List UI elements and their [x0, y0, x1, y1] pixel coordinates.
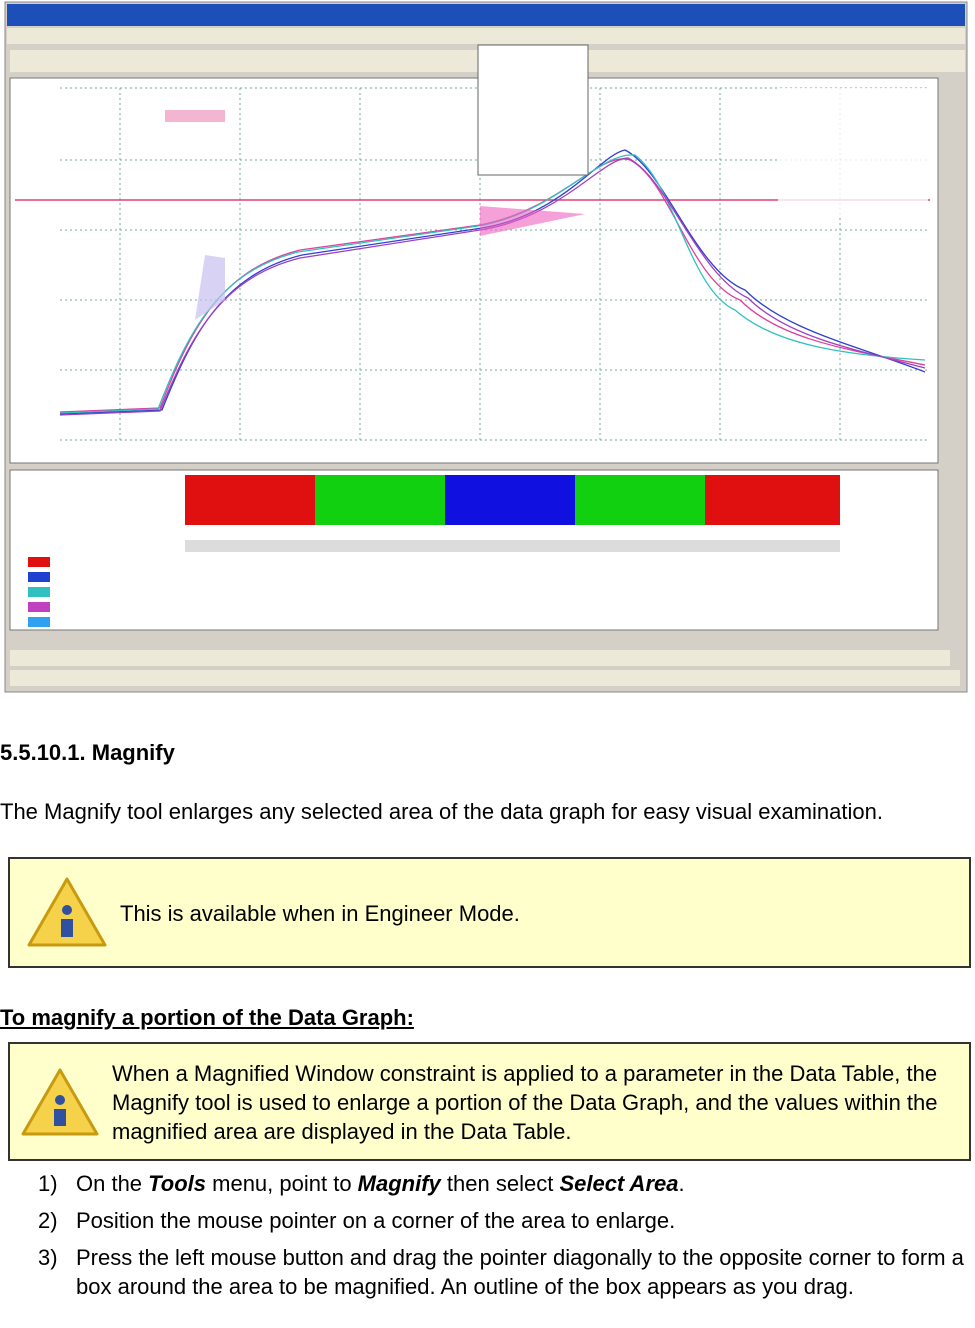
- note-text: When a Magnified Window constraint is ap…: [112, 1061, 938, 1144]
- step-number: 2): [38, 1208, 58, 1233]
- step-text-part: Position the mouse pointer on a corner o…: [76, 1208, 676, 1233]
- heading: 5.5.10.1. Magnify: [0, 740, 175, 765]
- note-box: When a Magnified Window constraint is ap…: [8, 1042, 971, 1161]
- intro: The Magnify tool enlarges any selected a…: [0, 799, 883, 824]
- ui-term: Select Area: [559, 1171, 679, 1196]
- note-text: This is available when in Engineer Mode.: [120, 901, 520, 926]
- step-text: Press the left mouse button and drag the…: [76, 1243, 975, 1301]
- ui-term: Tools: [148, 1171, 207, 1196]
- info-icon: [27, 877, 107, 947]
- step-text: Position the mouse pointer on a corner o…: [76, 1206, 975, 1235]
- step-text-part: then select: [440, 1171, 560, 1196]
- step-number: 3): [38, 1245, 58, 1270]
- step-text-part: menu, point to: [206, 1171, 358, 1196]
- subheading: To magnify a portion of the Data Graph:: [0, 1005, 414, 1030]
- note-box: This is available when in Engineer Mode.: [8, 857, 971, 968]
- ui-term: Magnify: [357, 1171, 441, 1196]
- step-text-part: Press the left mouse button and drag the…: [76, 1245, 964, 1299]
- screenshot: [4, 1, 968, 693]
- step-text-part: On the: [76, 1171, 149, 1196]
- step-number: 1): [38, 1171, 58, 1196]
- step-text: On the Tools menu, point to Magnify then…: [76, 1169, 975, 1198]
- step-text-part: .: [678, 1171, 685, 1196]
- info-icon: [21, 1068, 99, 1136]
